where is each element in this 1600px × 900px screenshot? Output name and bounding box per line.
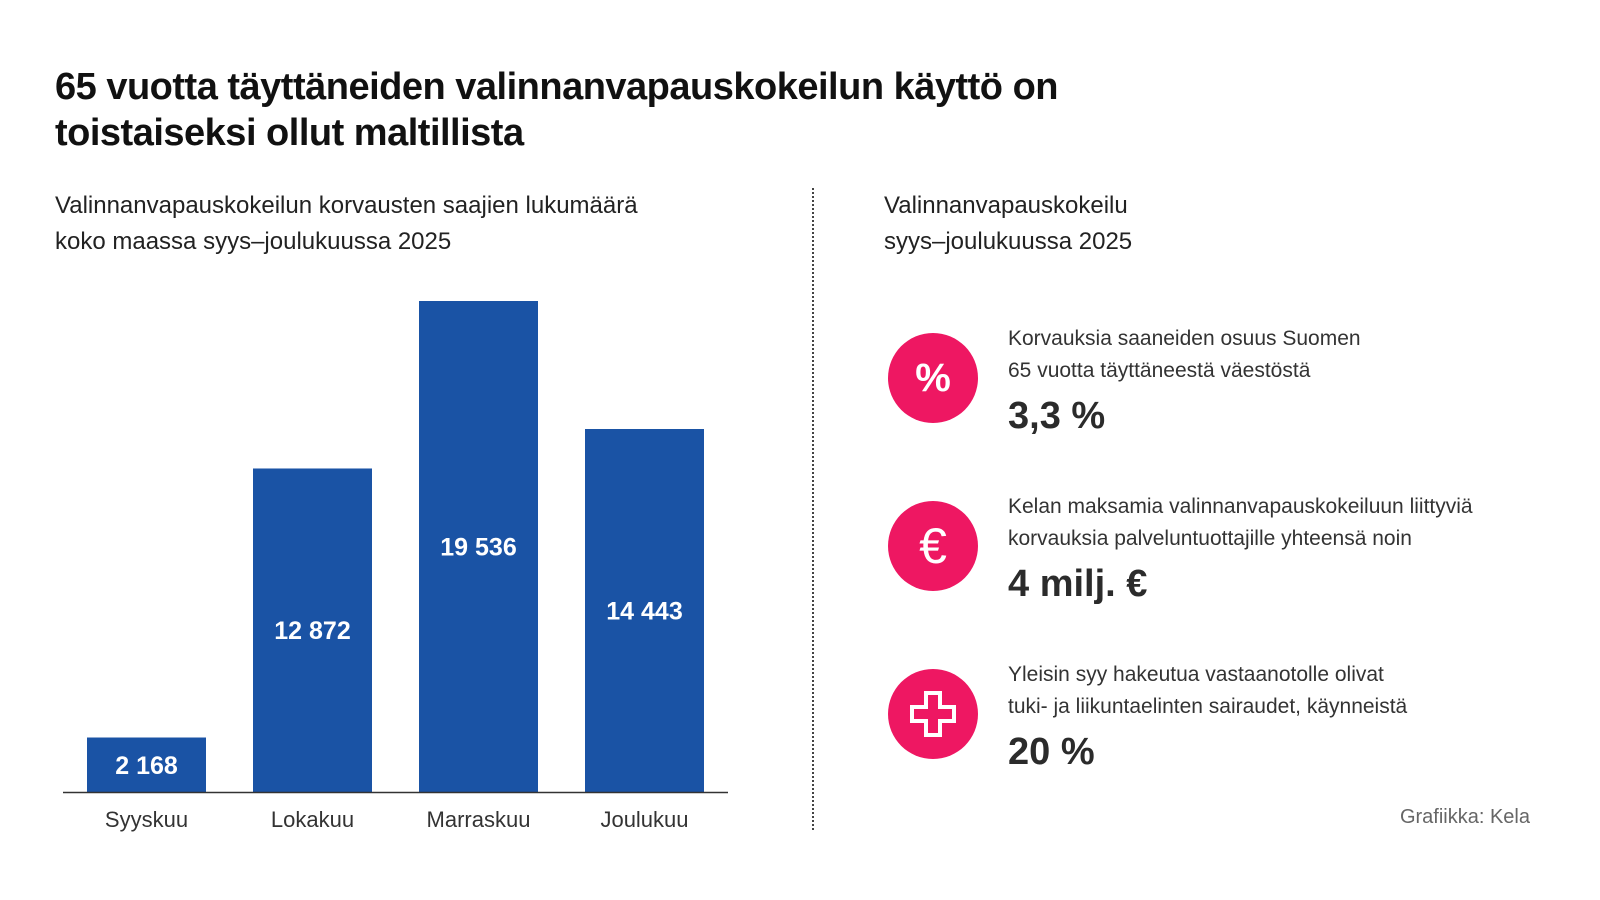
fact-text-line: tuki- ja liikuntaelinten sairaudet, käyn… xyxy=(1008,695,1408,718)
bar-value-label: 2 168 xyxy=(115,752,178,780)
page-title: 65 vuotta täyttäneiden valinnanvapauskok… xyxy=(55,66,1059,154)
fact-text-line: 65 vuotta täyttäneestä väestöstä xyxy=(1008,359,1311,382)
fact-value: 4 milj. € xyxy=(1008,563,1148,605)
facts-subtitle: Valinnanvapauskokeilu syys–joulukuussa 2… xyxy=(884,188,1132,260)
fact-value: 20 % xyxy=(1008,731,1095,773)
bar xyxy=(419,301,538,792)
fact-text-line: Kelan maksamia valinnanvapauskokeiluun l… xyxy=(1008,495,1473,518)
x-tick-label: Marraskuu xyxy=(427,807,531,832)
bar xyxy=(87,737,206,792)
bar-value-label: 19 536 xyxy=(440,534,516,562)
chart-subtitle-line: koko maassa syys–joulukuussa 2025 xyxy=(55,228,452,255)
credit: Grafiikka: Kela xyxy=(1399,806,1530,828)
fact-text-line: Yleisin syy hakeutua vastaanotolle oliva… xyxy=(1008,663,1384,686)
percent-icon: % xyxy=(888,333,978,423)
x-tick-label: Joulukuu xyxy=(600,807,688,832)
euro-icon: € xyxy=(888,501,978,591)
bar xyxy=(585,429,704,792)
bar-value-label: 12 872 xyxy=(274,617,350,645)
fact-text-line: Korvauksia saaneiden osuus Suomen xyxy=(1008,327,1361,350)
x-tick-label: Lokakuu xyxy=(271,807,354,832)
medical-cross-icon xyxy=(888,669,978,759)
bar xyxy=(253,468,372,792)
chart-subtitle: Valinnanvapauskokeilun korvausten saajie… xyxy=(55,188,638,260)
facts-subtitle-line: Valinnanvapauskokeilu xyxy=(884,192,1128,219)
divider xyxy=(812,188,814,830)
bar-value-label: 14 443 xyxy=(606,598,682,626)
fact-value: 3,3 % xyxy=(1008,395,1106,437)
fact-text-line: korvauksia palveluntuottajille yhteensä … xyxy=(1008,527,1412,550)
bar-chart: 2 168 Syyskuu 12 872 Lokakuu 19 536 Marraskuu… xyxy=(63,301,728,832)
facts-subtitle-line: syys–joulukuussa 2025 xyxy=(884,228,1133,255)
chart-subtitle-line: Valinnanvapauskokeilun korvausten saajie… xyxy=(55,192,638,219)
x-tick-label: Syyskuu xyxy=(105,807,188,832)
